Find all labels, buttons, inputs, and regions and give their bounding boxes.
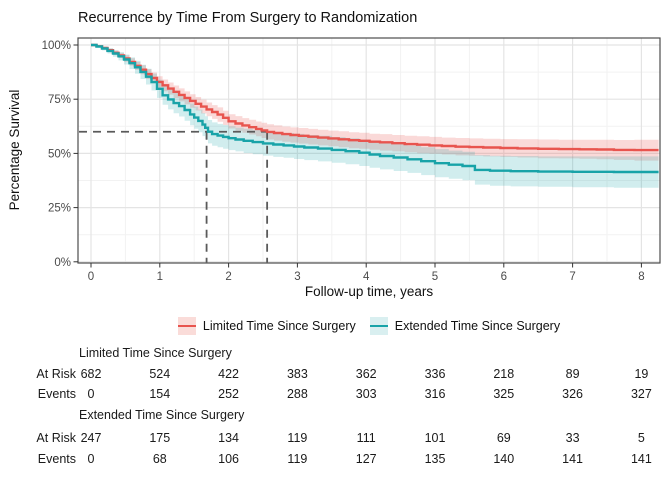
extended-at_risk-value-t0: 247 — [80, 431, 102, 445]
extended-events-value-t7: 141 — [562, 452, 584, 466]
limited-events-value-t5: 316 — [424, 387, 446, 401]
extended-at_risk-value-t2: 134 — [218, 431, 240, 445]
extended-events-value-t0: 0 — [87, 452, 95, 466]
y-axis-tick-label: 50% — [48, 148, 71, 160]
extended-events-row-label: Events — [37, 452, 76, 466]
x-axis-tick-label: 1 — [157, 271, 163, 283]
limited-events-value-t6: 325 — [493, 387, 515, 401]
x-axis-tick-label: 8 — [638, 271, 644, 283]
x-axis-tick-label: 0 — [88, 271, 94, 283]
extended-events-value-t3: 119 — [287, 452, 308, 466]
limited-legend-item: Limited Time Since Surgery — [177, 317, 356, 335]
extended-events-value-t2: 106 — [218, 452, 240, 466]
x-axis-tick-label: 7 — [569, 271, 575, 283]
plot-panel — [78, 38, 660, 263]
extended-events-value-t8: 141 — [630, 452, 652, 466]
limited-at_risk-value-t3: 383 — [286, 367, 308, 381]
extended-legend-key-icon — [369, 317, 388, 335]
legend: Limited Time Since Surgery Extended Time … — [78, 317, 660, 335]
limited-at_risk-value-t5: 336 — [424, 367, 446, 381]
limited-group-header: Limited Time Since Surgery — [79, 346, 232, 360]
extended-events-value-t4: 127 — [355, 452, 377, 466]
limited-at_risk-value-t2: 422 — [218, 367, 240, 381]
extended-confidence-band — [91, 45, 659, 188]
extended-at_risk-value-t8: 5 — [637, 431, 645, 445]
extended-survival-curve — [91, 43, 659, 174]
y-axis-tick-label: 75% — [48, 94, 71, 106]
limited-events-value-t3: 288 — [286, 387, 308, 401]
limited-events-row-label: Events — [37, 387, 76, 401]
limited-events-value-t0: 0 — [87, 387, 95, 401]
limited-legend-label: Limited Time Since Surgery — [202, 319, 356, 333]
limited-at_risk-value-t1: 524 — [149, 367, 171, 381]
extended-events-value-t1: 68 — [152, 452, 167, 466]
extended-at_risk-value-t6: 69 — [496, 431, 511, 445]
limited-legend-key-line — [177, 324, 196, 328]
extended-group-header: Extended Time Since Surgery — [79, 408, 245, 422]
y-axis-tick-label: 25% — [48, 203, 71, 215]
extended-at_risk-value-t1: 175 — [149, 431, 171, 445]
x-axis-tick-label: 4 — [363, 271, 370, 283]
limited-at_risk-value-t0: 682 — [80, 367, 102, 381]
panel-border — [77, 37, 661, 264]
y-axis-tick-label: 100% — [42, 40, 71, 52]
extended-at_risk-value-t7: 33 — [565, 431, 580, 445]
limited-at_risk-value-t8: 19 — [634, 367, 649, 381]
extended-at_risk-value-t4: 111 — [356, 431, 376, 445]
chart-title: Recurrence by Time From Surgery to Rando… — [78, 10, 418, 26]
limited-events-value-t4: 303 — [355, 387, 377, 401]
x-axis-title: Follow-up time, years — [304, 284, 434, 299]
x-axis-tick-label: 6 — [501, 271, 507, 283]
limited-events-value-t2: 252 — [218, 387, 240, 401]
extended-legend-item: Extended Time Since Surgery — [369, 317, 561, 335]
extended-legend-key-line — [369, 324, 388, 328]
limited-events-value-t7: 326 — [562, 387, 584, 401]
limited-events-value-t1: 154 — [149, 387, 171, 401]
limited-at_risk-value-t4: 362 — [355, 367, 377, 381]
x-axis-tick-label: 5 — [432, 271, 438, 283]
extended-events-value-t5: 135 — [424, 452, 446, 466]
survival-plot: 0 1 2 3 4 5 6 7 8 100% 75% 50% 25% 0% — [42, 37, 661, 283]
limited-legend-key-icon — [177, 317, 196, 335]
limited-at_risk-row-label: At Risk — [36, 367, 76, 381]
extended-events-value-t6: 140 — [493, 452, 515, 466]
x-axis-tick-label: 3 — [294, 271, 300, 283]
limited-events-value-t8: 327 — [630, 387, 652, 401]
y-axis-tick-label: 0% — [54, 257, 71, 269]
extended-at_risk-value-t3: 119 — [287, 431, 308, 445]
extended-legend-label: Extended Time Since Surgery — [394, 319, 561, 333]
limited-at_risk-value-t6: 218 — [493, 367, 515, 381]
limited-at_risk-value-t7: 89 — [565, 367, 580, 381]
extended-at_risk-value-t5: 101 — [424, 431, 446, 445]
extended-at_risk-row-label: At Risk — [36, 431, 76, 445]
x-axis-tick-label: 2 — [225, 271, 231, 283]
